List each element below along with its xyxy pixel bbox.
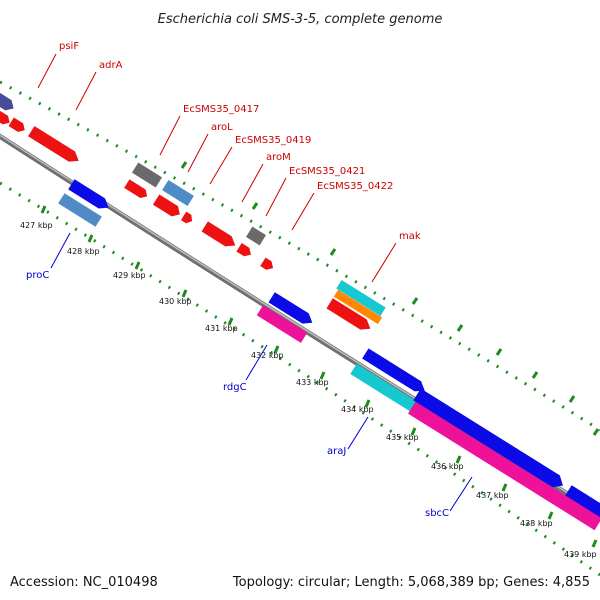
forward-leaders bbox=[37, 53, 397, 283]
upper-tick bbox=[411, 297, 419, 305]
upper-tick bbox=[531, 371, 539, 379]
gene-feature-red[interactable] bbox=[0, 108, 12, 127]
gene-label-araj[interactable]: araJ bbox=[327, 446, 346, 457]
gene-feature-red[interactable] bbox=[180, 211, 195, 226]
lower-tick bbox=[227, 317, 234, 326]
kbp-label: 430 kbp bbox=[159, 297, 192, 306]
gene-label-arol[interactable]: aroL bbox=[211, 122, 233, 133]
lower-tick bbox=[364, 399, 371, 408]
gene-label-ecsms35-0417[interactable]: EcSMS35_0417 bbox=[183, 104, 259, 115]
gene-feature-blue[interactable] bbox=[68, 179, 112, 212]
upper-major-ticks bbox=[180, 161, 600, 436]
gene-feature-navy[interactable] bbox=[0, 84, 17, 113]
kbp-label: 427 kbp bbox=[20, 221, 53, 230]
gene-feature-red[interactable] bbox=[124, 179, 150, 200]
kbp-label: 437 kbp bbox=[476, 491, 509, 500]
gene-label-proc[interactable]: proC bbox=[26, 270, 49, 281]
lower-tick bbox=[40, 205, 47, 214]
kbp-label: 428 kbp bbox=[67, 247, 100, 256]
reverse-leaders bbox=[50, 232, 473, 512]
gene-feature-blue[interactable] bbox=[268, 292, 315, 328]
gene-feature-blue-long[interactable] bbox=[413, 388, 566, 491]
gene-feature-proc[interactable] bbox=[58, 193, 102, 227]
gene-feature-blue-end[interactable] bbox=[564, 485, 600, 525]
kbp-label: 429 kbp bbox=[113, 271, 146, 280]
lower-tick bbox=[273, 345, 280, 354]
kbp-label: 432 kbp bbox=[251, 351, 284, 360]
kbp-label: 433 kbp bbox=[296, 378, 329, 387]
topology-text: Topology: circular; Length: 5,068,389 bp… bbox=[232, 575, 590, 590]
gene-label-arom[interactable]: aroM bbox=[266, 152, 291, 163]
gene-feature-blue[interactable] bbox=[362, 348, 428, 395]
gene-label-rdgc[interactable]: rdgC bbox=[223, 382, 247, 393]
accession-text: Accession: NC_010498 bbox=[10, 575, 158, 590]
gene-feature-red[interactable] bbox=[8, 117, 28, 135]
lower-tick bbox=[134, 261, 141, 270]
gene-label-mak[interactable]: mak bbox=[399, 231, 421, 242]
gene-label-psif[interactable]: psiF bbox=[59, 41, 79, 52]
gene-feature-red[interactable] bbox=[152, 194, 183, 219]
lower-tick bbox=[591, 539, 598, 548]
gene-label-ecsms35-0419[interactable]: EcSMS35_0419 bbox=[235, 135, 311, 146]
lower-tick bbox=[181, 289, 188, 298]
gene-label-ecsms35-0422[interactable]: EcSMS35_0422 bbox=[317, 181, 393, 192]
gene-feature-red[interactable] bbox=[260, 257, 275, 273]
gene-feature-araj[interactable] bbox=[350, 363, 418, 413]
gene-feature-ecsms35-0417[interactable] bbox=[131, 162, 163, 188]
lower-tick bbox=[410, 427, 417, 436]
gene-features bbox=[0, 84, 600, 531]
gene-feature-arol[interactable] bbox=[162, 179, 194, 207]
gene-feature-mak[interactable] bbox=[336, 279, 386, 317]
gene-label-ecsms35-0421[interactable]: EcSMS35_0421 bbox=[289, 166, 365, 177]
gene-feature-ecsms35-0419[interactable] bbox=[201, 221, 239, 250]
upper-tick bbox=[592, 428, 600, 436]
gene-feature-orange[interactable] bbox=[333, 289, 383, 325]
upper-tick bbox=[456, 324, 464, 332]
gene-feature-arom[interactable] bbox=[246, 226, 266, 246]
upper-tick bbox=[568, 395, 576, 403]
gene-label-adra[interactable]: adrA bbox=[99, 60, 123, 71]
kbp-label: 438 kbp bbox=[520, 519, 553, 528]
upper-tick bbox=[251, 202, 259, 210]
lower-major-ticks bbox=[40, 205, 598, 548]
kbp-label: 436 kbp bbox=[431, 462, 464, 471]
upper-tick bbox=[495, 348, 503, 356]
kbp-label: 434 kbp bbox=[341, 405, 374, 414]
map-title: Escherichia coli SMS-3-5, complete genom… bbox=[158, 12, 443, 27]
gene-feature-red[interactable] bbox=[236, 243, 253, 259]
kbp-label: 439 kbp bbox=[564, 550, 597, 559]
upper-tick bbox=[329, 248, 337, 256]
gene-label-sbcc[interactable]: sbcC bbox=[425, 508, 449, 519]
gene-feature-sbcc[interactable] bbox=[408, 401, 600, 531]
lower-tick bbox=[319, 371, 326, 380]
kbp-labels: 427 kbp 428 kbp 429 kbp 430 kbp 431 kbp … bbox=[20, 221, 597, 559]
gene-feature-red[interactable] bbox=[326, 298, 373, 334]
upper-tick bbox=[180, 161, 188, 169]
kbp-label: 435 kbp bbox=[386, 433, 419, 442]
kbp-label: 431 kbp bbox=[205, 324, 238, 333]
lower-tick bbox=[87, 234, 94, 243]
lower-tick bbox=[547, 511, 554, 520]
lower-tick bbox=[501, 483, 508, 492]
lower-tick bbox=[455, 455, 462, 464]
gene-feature-adra[interactable] bbox=[28, 126, 82, 166]
forward-label-group: psiF adrA EcSMS35_0417 aroL EcSMS35_0419… bbox=[59, 41, 421, 242]
reverse-label-group: proC rdgC araJ sbcC bbox=[26, 270, 449, 519]
gene-feature-rdgc[interactable] bbox=[256, 305, 308, 343]
